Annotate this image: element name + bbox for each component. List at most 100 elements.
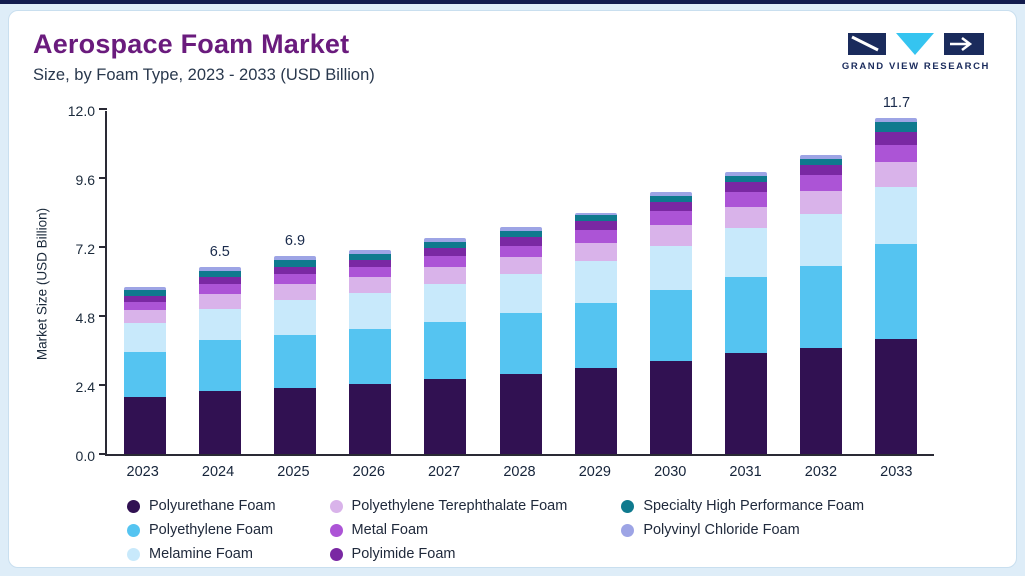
bar-segment-metal-foam — [424, 255, 467, 268]
bar-segment-melamine-foam — [574, 261, 617, 304]
bar-segment-polyvinyl-chloride-foam — [875, 117, 918, 122]
bar-segment-polyvinyl-chloride-foam — [499, 226, 542, 232]
stacked-bar-2023 — [123, 287, 166, 454]
bar-segment-polyvinyl-chloride-foam — [424, 238, 467, 243]
bar-segment-metal-foam — [800, 175, 843, 191]
legend-dot-melamine-foam — [127, 547, 140, 561]
legend-label: Polyurethane Foam — [149, 498, 276, 514]
y-tick-mark — [99, 384, 107, 386]
stacked-bar-2028 — [499, 226, 542, 454]
x-tick-label-2031: 2031 — [729, 464, 762, 480]
bar-segment-polyvinyl-chloride-foam — [349, 249, 392, 255]
legend-dot-polyvinyl-chloride-foam — [621, 523, 635, 537]
bar-segment-polyethylene-terephthalate-foam — [649, 225, 692, 246]
bar-segment-melamine-foam — [123, 323, 166, 352]
legend-dot-polyimide-foam — [329, 547, 343, 561]
bar-segment-melamine-foam — [424, 284, 467, 322]
bar-segment-specialty-high-performance-foam — [800, 158, 843, 166]
legend-label: Metal Foam — [351, 522, 429, 538]
bar-column-2031 — [709, 149, 784, 454]
bar-segment-polyurethane-foam — [574, 367, 617, 454]
bar-segment-metal-foam — [574, 229, 617, 243]
bar-segment-polyimide-foam — [499, 236, 542, 246]
bar-segment-specialty-high-performance-foam — [349, 254, 392, 260]
bar-segment-metal-foam — [273, 274, 316, 285]
chart: Market Size (USD Billion) 0.0 2.4 4.8 7.2 9.… — [9, 85, 1016, 480]
top-accent-stripe — [0, 0, 1025, 4]
bar-segment-melamine-foam — [800, 213, 843, 266]
legend-dot-specialty-high-performance-foam — [621, 499, 635, 513]
bar-segment-polyimide-foam — [198, 277, 241, 285]
grand-view-research-logo: GRAND VIEW RESEARCH — [842, 31, 990, 72]
bar-segment-polyvinyl-chloride-foam — [649, 192, 692, 196]
bar-segment-melamine-foam — [198, 308, 241, 341]
stacked-bar-2033 — [875, 117, 918, 454]
bar-segment-specialty-high-performance-foam — [424, 242, 467, 249]
legend: Polyurethane Foam Polyethylene Foam Melami… — [127, 498, 1016, 562]
bar-segment-polyethylene-terephthalate-foam — [424, 267, 467, 285]
bar-segment-specialty-high-performance-foam — [499, 231, 542, 237]
bar-segment-polyethylene-terephthalate-foam — [123, 310, 166, 324]
bar-segment-polyethylene-foam — [349, 328, 392, 384]
bar-segment-melamine-foam — [499, 274, 542, 314]
bar-segment-metal-foam — [349, 267, 392, 278]
bar-column-2024: 6.5 — [182, 244, 257, 454]
stacked-bar-2027 — [424, 238, 467, 454]
bar-segment-polyimide-foam — [800, 165, 843, 176]
stacked-bar-2024 — [198, 267, 241, 454]
bar-segment-polyethylene-terephthalate-foam — [273, 284, 316, 301]
bar-segment-specialty-high-performance-foam — [649, 195, 692, 203]
title-block: Aerospace Foam Market Size, by Foam Type… — [33, 29, 375, 85]
x-tick-label-2024: 2024 — [201, 464, 235, 480]
bar-segment-polyvinyl-chloride-foam — [273, 255, 316, 260]
bar-segment-metal-foam — [198, 284, 241, 295]
bar-segment-polyimide-foam — [424, 248, 467, 256]
legend-dot-polyethylene-foam — [127, 523, 140, 537]
bar-segment-specialty-high-performance-foam — [123, 290, 166, 296]
bar-segment-polyvinyl-chloride-foam — [725, 172, 768, 176]
bar-segment-polyethylene-terephthalate-foam — [198, 294, 241, 309]
x-tick-label-2029: 2029 — [578, 464, 611, 480]
bar-segment-melamine-foam — [349, 293, 392, 329]
bar-segment-polyimide-foam — [649, 202, 692, 212]
bar-segment-polyethylene-foam — [499, 313, 542, 374]
bar-segment-polyethylene-foam — [725, 277, 768, 354]
bar-segment-polyethylene-foam — [800, 265, 843, 348]
report-card: Aerospace Foam Market Size, by Foam Type… — [8, 10, 1017, 568]
bar-column-2030 — [633, 169, 708, 454]
bar-segment-melamine-foam — [649, 245, 692, 291]
legend-dot-polyethylene-terephthalate-foam — [329, 499, 343, 513]
bar-segment-melamine-foam — [725, 228, 768, 278]
bars: 6.5 6.9 11.7 — [107, 95, 934, 454]
bar-segment-polyurethane-foam — [800, 347, 843, 454]
bar-segment-polyethylene-terephthalate-foam — [725, 206, 768, 229]
plot-column: 0.0 2.4 4.8 7.2 9.6 12.0 6.5 6.9 11.7 2023 2024 2… — [55, 95, 934, 480]
bar-segment-metal-foam — [875, 144, 918, 163]
header: Aerospace Foam Market Size, by Foam Type… — [9, 11, 1016, 85]
bar-segment-polyethylene-foam — [875, 244, 918, 339]
bar-segment-polyurethane-foam — [875, 339, 918, 454]
bar-segment-polyimide-foam — [349, 259, 392, 268]
bar-column-2027 — [408, 215, 483, 454]
y-axis-ticks: 0.0 2.4 4.8 7.2 9.6 12.0 — [55, 103, 105, 464]
y-tick-label: 12.0 — [67, 103, 95, 119]
bar-column-2032 — [784, 132, 859, 454]
y-tick-label: 7.2 — [75, 241, 95, 257]
bar-segment-specialty-high-performance-foam — [725, 175, 768, 183]
x-tick-label-2033: 2033 — [880, 464, 913, 480]
bar-segment-metal-foam — [649, 211, 692, 226]
legend-label: Specialty High Performance Foam — [643, 498, 865, 514]
y-tick-label: 9.6 — [75, 172, 95, 188]
bar-segment-polyethylene-foam — [424, 321, 467, 380]
bar-column-2028 — [483, 204, 558, 454]
legend-label: Polyvinyl Chloride Foam — [643, 522, 800, 538]
bar-column-2029 — [558, 190, 633, 454]
bar-segment-metal-foam — [499, 245, 542, 258]
bar-segment-polyethylene-terephthalate-foam — [574, 242, 617, 262]
plot-area: 6.5 6.9 11.7 — [99, 95, 934, 456]
bar-segment-polyimide-foam — [875, 132, 918, 145]
x-tick-label-2032: 2032 — [804, 464, 838, 480]
bar-segment-polyimide-foam — [273, 267, 316, 275]
x-tick-label-2030: 2030 — [654, 464, 687, 480]
bar-column-2026 — [333, 227, 408, 454]
